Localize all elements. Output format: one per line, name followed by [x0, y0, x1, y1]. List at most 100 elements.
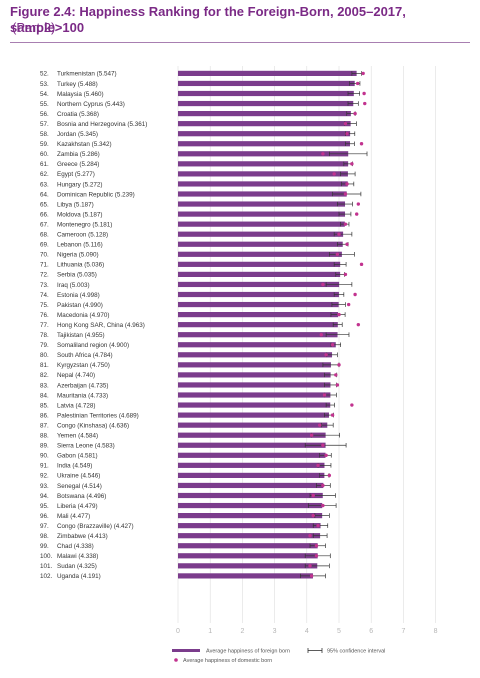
- country-label: Somaliland region (4.900): [57, 342, 129, 349]
- x-tick-label-6: 6: [369, 628, 373, 635]
- rank-number: 98.: [40, 533, 49, 540]
- domestic-dot: [350, 403, 354, 407]
- country-label: Malawi (4.338): [57, 553, 98, 560]
- country-label: Senegal (4.514): [57, 483, 102, 490]
- bar: [178, 563, 318, 569]
- country-label: Cameroon (5.128): [57, 232, 108, 239]
- country-label: Malaysia (5.460): [57, 91, 104, 98]
- rank-number: 87.: [40, 422, 49, 429]
- domestic-dot: [309, 574, 314, 578]
- country-label: India (4.549): [57, 463, 92, 470]
- country-label: Iraq (5.003): [57, 282, 90, 289]
- country-label: Croatia (5.368): [57, 111, 99, 118]
- country-label: Jordan (5.345): [57, 131, 98, 138]
- bar: [178, 332, 338, 338]
- x-tick-label-4: 4: [305, 628, 309, 635]
- domestic-dot: [362, 91, 366, 96]
- legend-foreign-swatch: [172, 649, 200, 652]
- bar: [178, 231, 344, 237]
- rank-number: 79.: [40, 342, 49, 349]
- bar: [178, 211, 346, 217]
- bar: [178, 70, 357, 76]
- rank-number: 75.: [40, 302, 49, 309]
- country-label: Latvia (4.728): [57, 402, 96, 409]
- country-label: Estonia (4.998): [57, 292, 100, 299]
- domestic-dot: [359, 262, 364, 267]
- country-label: Nepal (4.740): [57, 372, 95, 379]
- country-label: Dominican Republic (5.239): [57, 191, 135, 198]
- bar: [178, 121, 351, 127]
- country-label: Libya (5.187): [57, 201, 94, 208]
- rank-number: 92.: [40, 473, 49, 480]
- rank-number: 93.: [40, 483, 49, 490]
- bar: [178, 482, 324, 489]
- bar: [178, 342, 336, 348]
- country-label: Uganda (4.191): [57, 573, 101, 580]
- domestic-dot: [309, 433, 314, 437]
- x-tick-label-8: 8: [434, 628, 438, 635]
- rank-number: 67.: [40, 221, 49, 228]
- rank-number: 100.: [40, 553, 53, 560]
- country-label: Mauritania (4.733): [57, 392, 108, 399]
- bar: [178, 502, 323, 509]
- domestic-dot: [343, 272, 348, 277]
- bar: [178, 100, 354, 107]
- rank-number: 66.: [40, 211, 49, 218]
- legend-domestic-label: Average happiness of domestic born: [183, 658, 272, 664]
- country-label: Zimbabwe (4.413): [57, 533, 108, 540]
- bar: [178, 372, 331, 378]
- domestic-dot: [353, 111, 357, 116]
- domestic-dot: [353, 292, 357, 297]
- bar: [178, 322, 338, 328]
- domestic-dot: [314, 554, 319, 558]
- rank-number: 58.: [40, 131, 49, 138]
- x-tick-label-0: 0: [176, 628, 180, 635]
- country-label: South Africa (4.784): [57, 352, 113, 359]
- country-label: Nigeria (5.090): [57, 252, 99, 259]
- domestic-dot: [363, 101, 367, 106]
- rank-number: 99.: [40, 543, 49, 550]
- bar: [178, 251, 342, 257]
- domestic-dot: [314, 544, 319, 548]
- rank-number: 82.: [40, 372, 49, 379]
- bar: [178, 513, 323, 519]
- bar: [178, 281, 340, 288]
- rank-number: 76.: [40, 312, 49, 319]
- domestic-dot: [322, 393, 327, 397]
- x-axis-ticks: 0 1 2 3 4 5 6 7 8: [176, 628, 438, 635]
- rank-number: 102.: [40, 573, 53, 580]
- domestic-dot: [337, 232, 341, 236]
- bar: [178, 382, 331, 388]
- domestic-dot: [324, 453, 328, 457]
- domestic-dot: [356, 202, 361, 206]
- rank-number: 59.: [40, 141, 49, 148]
- country-label: Sudan (4.325): [57, 563, 97, 570]
- country-label: Moldova (5.187): [57, 211, 103, 218]
- domestic-dot: [359, 142, 364, 146]
- rank-number: 84.: [40, 392, 49, 399]
- bar: [178, 141, 351, 147]
- bar: [178, 362, 331, 368]
- domestic-dot: [327, 473, 332, 478]
- rank-number: 83.: [40, 382, 49, 389]
- domestic-dot: [321, 483, 325, 488]
- country-label: Greece (5.284): [57, 161, 99, 168]
- domestic-dot: [324, 353, 328, 357]
- bar: [178, 452, 326, 458]
- rank-number: 95.: [40, 503, 49, 510]
- bar: [178, 492, 323, 499]
- country-label: Egypt (5.277): [57, 171, 95, 178]
- bar: [178, 221, 345, 227]
- domestic-dot: [316, 463, 320, 468]
- rank-number: 70.: [40, 252, 49, 259]
- country-label: Bosnia and Herzegovina (5.361): [57, 121, 147, 128]
- figure-subtitle: (Part 2): [12, 20, 56, 35]
- rank-number: 81.: [40, 362, 49, 369]
- domestic-dot: [321, 503, 325, 508]
- domestic-dot: [346, 302, 351, 307]
- rank-number: 65.: [40, 201, 49, 208]
- bar: [178, 131, 351, 137]
- bar: [178, 171, 348, 177]
- country-label: Lithuania (5.036): [57, 262, 104, 269]
